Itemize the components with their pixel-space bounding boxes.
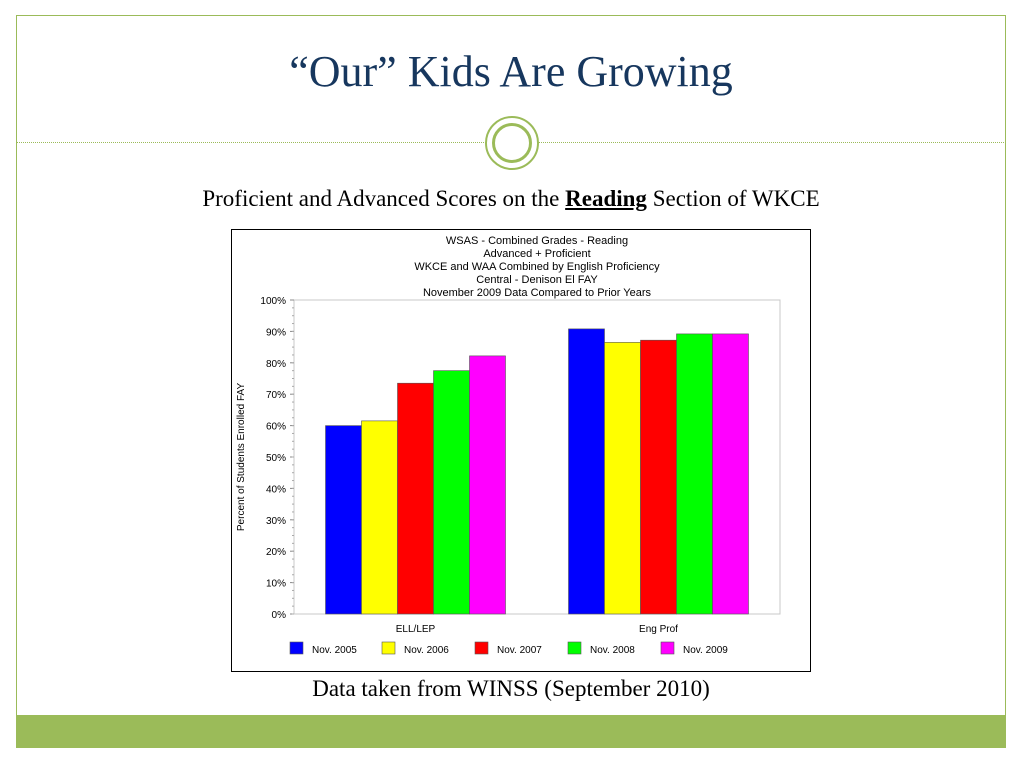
x-category-label: Eng Prof — [639, 624, 678, 635]
legend-label: Nov. 2006 — [404, 645, 449, 656]
slide-subtitle: Proficient and Advanced Scores on the Re… — [16, 186, 1006, 212]
bar — [361, 420, 398, 615]
slide-title: “Our” Kids Are Growing — [289, 47, 733, 96]
bar — [469, 355, 506, 615]
y-tick-label: 100% — [260, 296, 286, 307]
source-note: Data taken from WINSS (September 2010) — [312, 676, 710, 701]
bar — [676, 333, 713, 615]
chart-title-line: WKCE and WAA Combined by English Profici… — [414, 261, 660, 273]
subtitle-tail: Section of WKCE — [646, 186, 820, 211]
bar — [568, 328, 605, 615]
y-tick-label: 90% — [266, 327, 286, 338]
bar — [397, 382, 434, 615]
y-tick-label: 50% — [266, 453, 286, 464]
y-tick-label: 10% — [266, 579, 286, 590]
legend-swatch — [474, 641, 489, 655]
chart-title-line: Central - Denison El FAY — [476, 274, 598, 286]
chart-container: WSAS - Combined Grades - Reading Advanced… — [231, 229, 811, 672]
legend-label: Nov. 2009 — [683, 645, 728, 656]
footer-band — [16, 715, 1006, 748]
y-tick-label: 70% — [266, 390, 286, 401]
chart-title-line: November 2009 Data Compared to Prior Yea… — [423, 287, 652, 299]
y-tick-label: 0% — [272, 610, 287, 621]
bar — [712, 333, 749, 615]
y-tick-label: 20% — [266, 547, 286, 558]
legend-label: Nov. 2007 — [497, 645, 542, 656]
y-tick-label: 60% — [266, 422, 286, 433]
bar-chart: WSAS - Combined Grades - ReadingAdvanced… — [236, 235, 781, 656]
legend-swatch — [567, 641, 582, 655]
subtitle-lead: Proficient and Advanced Scores on the — [202, 186, 566, 211]
legend-swatch — [660, 641, 675, 655]
legend-swatch — [381, 641, 396, 655]
legend-label: Nov. 2005 — [312, 645, 357, 656]
bar — [640, 339, 677, 615]
bar — [325, 425, 362, 615]
y-tick-label: 80% — [266, 359, 286, 370]
y-tick-label: 30% — [266, 516, 286, 527]
chart-title-line: Advanced + Proficient — [483, 248, 590, 260]
legend-label: Nov. 2008 — [590, 645, 635, 656]
bar — [433, 370, 470, 615]
circle-ornament-inner-icon — [492, 123, 532, 163]
y-axis-label: Percent of Students Enrolled FAY — [236, 383, 247, 532]
chart-title-line: WSAS - Combined Grades - Reading — [446, 235, 628, 247]
subtitle-emphasis: Reading — [565, 186, 647, 211]
bar — [604, 342, 641, 615]
y-tick-label: 40% — [266, 484, 286, 495]
legend-swatch — [289, 641, 304, 655]
x-category-label: ELL/LEP — [396, 624, 436, 635]
